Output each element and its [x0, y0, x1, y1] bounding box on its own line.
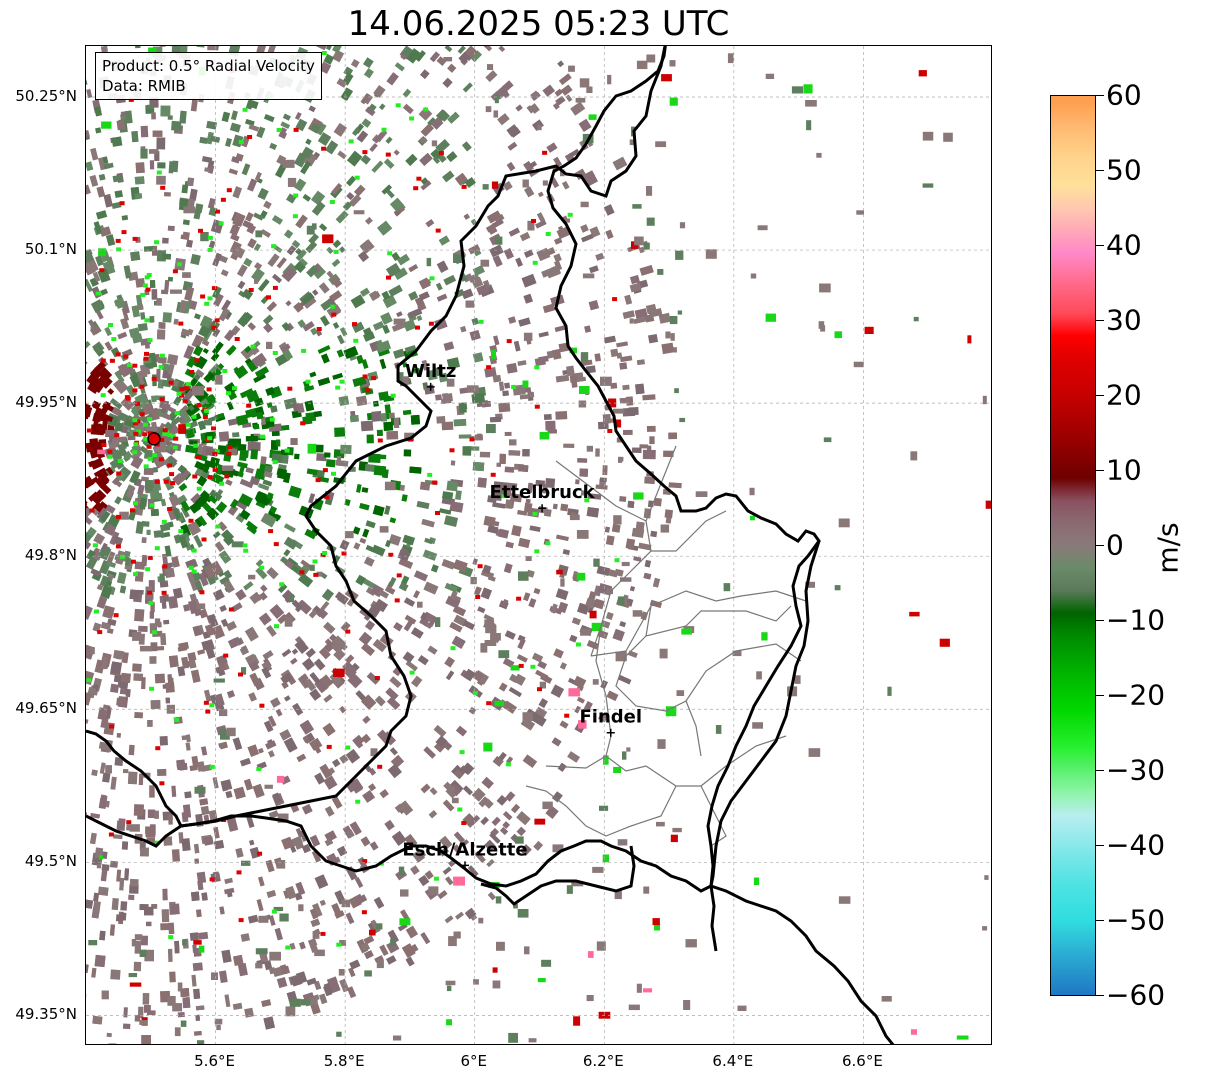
info-box: Product: 0.5° Radial Velocity Data: RMIB	[95, 52, 322, 100]
colorbar-tick	[1096, 695, 1104, 696]
colorbar-tick	[1096, 170, 1104, 171]
x-tick-label: 6.2°E	[582, 1052, 624, 1070]
colorbar-tick-label: −30	[1106, 753, 1166, 787]
city-label: Esch/Alzette	[402, 839, 527, 860]
city-wiltz: Wiltz	[405, 361, 456, 391]
city-findel: Findel	[579, 707, 642, 737]
y-tick-label: 49.65°N	[15, 699, 77, 718]
radar-echoes	[86, 46, 991, 1044]
colorbar-tick	[1096, 320, 1104, 321]
france-border	[480, 845, 636, 906]
x-tick-label: 5.8°E	[323, 1052, 365, 1070]
map-grid	[86, 46, 991, 1044]
colorbar-tick-label: 10	[1106, 453, 1142, 487]
colorbar-tick-label: 0	[1106, 528, 1124, 562]
colorbar-tick	[1096, 770, 1104, 771]
colorbar-tick-label: 40	[1106, 228, 1142, 262]
city-label: Ettelbruck	[490, 482, 596, 503]
y-tick-label: 49.8°N	[24, 546, 77, 565]
colorbar-tick-label: 50	[1106, 153, 1142, 187]
colorbar-tick	[1096, 470, 1104, 471]
y-tick-label: 49.5°N	[24, 852, 77, 871]
city-marker-icon	[606, 728, 615, 737]
data-source-label: Data: RMIB	[102, 77, 186, 95]
x-tick-label: 6.6°E	[842, 1052, 883, 1070]
radar-map[interactable]: Wiltz Ettelbruck Findel Esch/Alzette	[85, 45, 992, 1045]
colorbar-tick-label: −20	[1106, 678, 1166, 712]
colorbar-tick-label: −50	[1106, 903, 1166, 937]
colorbar-tick-label: −60	[1106, 978, 1166, 1012]
colorbar-tick-label: 30	[1106, 303, 1142, 337]
plot-title: 14.06.2025 05:23 UTC	[347, 4, 730, 44]
city-marker-icon	[426, 382, 435, 391]
radar-site-marker	[147, 432, 161, 446]
y-tick-label: 49.35°N	[15, 1005, 77, 1024]
colorbar-tick	[1096, 395, 1104, 396]
y-tick-label: 49.95°N	[15, 393, 77, 412]
colorbar-tick	[1096, 920, 1104, 921]
colorbar-tick-label: 20	[1106, 378, 1142, 412]
x-tick-label: 5.6°E	[194, 1052, 235, 1070]
colorbar-tick-label: −10	[1106, 603, 1166, 637]
y-tick-label: 50.1°N	[24, 240, 77, 259]
luxembourg-border	[86, 46, 821, 893]
city-esch-alzette: Esch/Alzette	[402, 839, 528, 870]
city-ettelbruck: Ettelbruck	[490, 482, 596, 513]
colorbar-tick	[1096, 995, 1104, 996]
colorbar-tick	[1096, 95, 1104, 96]
colorbar-tick	[1096, 545, 1104, 546]
city-label: Wiltz	[405, 361, 456, 382]
x-tick-label: 6°E	[460, 1052, 487, 1070]
colorbar-tick	[1096, 620, 1104, 621]
city-marker-icon	[460, 861, 469, 870]
map-canvas: Wiltz Ettelbruck Findel Esch/Alzette	[86, 46, 991, 1044]
colorbar-tick-label: 60	[1106, 78, 1142, 112]
city-markers: Wiltz Ettelbruck Findel Esch/Alzette	[402, 361, 642, 870]
colorbar-tick	[1096, 845, 1104, 846]
y-tick-label: 50.25°N	[15, 87, 77, 106]
product-label: Product: 0.5° Radial Velocity	[102, 57, 315, 75]
radar-site-icon	[147, 432, 161, 446]
colorbar	[1050, 95, 1096, 996]
colorbar-tick-label: −40	[1106, 828, 1166, 862]
x-tick-label: 6.4°E	[712, 1052, 754, 1070]
germany-france-border	[709, 540, 895, 1044]
colorbar-unit-label: m/s	[1151, 522, 1185, 574]
city-label: Findel	[579, 707, 642, 728]
city-marker-icon	[538, 504, 547, 513]
borders	[86, 46, 895, 1044]
colorbar-tick	[1096, 245, 1104, 246]
